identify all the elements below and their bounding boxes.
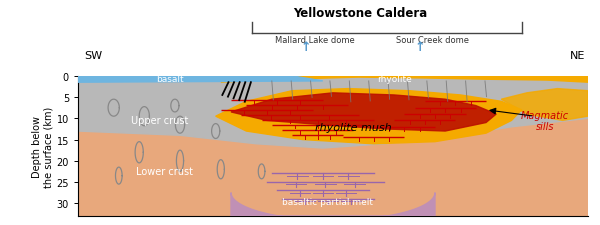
Polygon shape	[78, 76, 323, 83]
Text: ↑: ↑	[415, 41, 425, 54]
Text: Upper crust: Upper crust	[131, 116, 188, 126]
Text: rhyolite mush: rhyolite mush	[315, 122, 392, 132]
Polygon shape	[221, 76, 588, 83]
Text: ↑: ↑	[301, 41, 311, 54]
Text: Yellowstone Caldera: Yellowstone Caldera	[293, 7, 427, 20]
Polygon shape	[231, 193, 435, 220]
Text: NE: NE	[569, 51, 585, 61]
Text: basalt: basalt	[156, 75, 184, 84]
Text: rhyolite: rhyolite	[377, 74, 412, 83]
Text: basaltic partial melt: basaltic partial melt	[283, 197, 373, 206]
Polygon shape	[502, 89, 588, 121]
Text: Mallard Lake dome: Mallard Lake dome	[275, 36, 355, 45]
Polygon shape	[231, 93, 496, 131]
Text: Sour Creek dome: Sour Creek dome	[395, 36, 469, 45]
Text: Lower crust: Lower crust	[136, 167, 193, 177]
Text: Magmatic
sills: Magmatic sills	[521, 110, 569, 132]
Polygon shape	[78, 76, 588, 148]
Y-axis label: Depth below
the surface (km): Depth below the surface (km)	[32, 106, 53, 187]
Polygon shape	[216, 89, 522, 144]
Text: SW: SW	[84, 51, 102, 61]
